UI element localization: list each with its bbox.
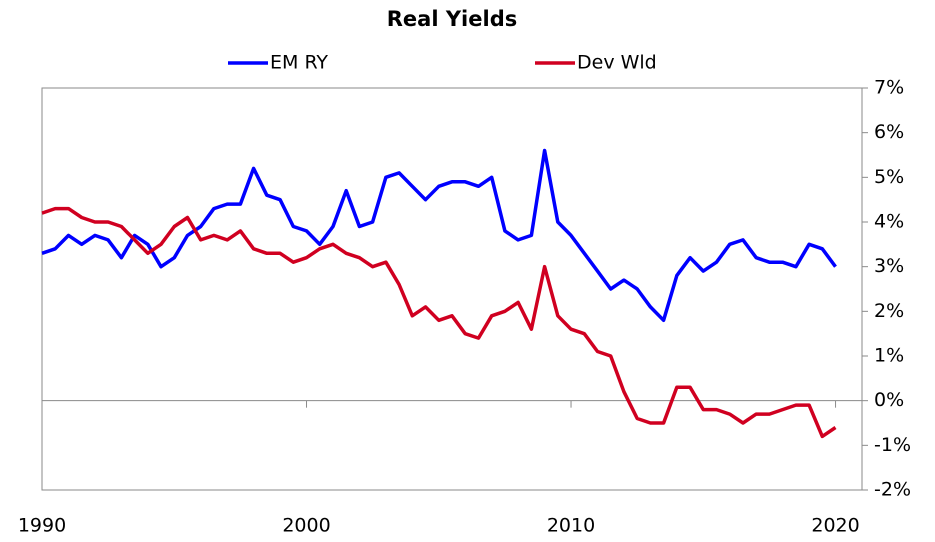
y-tick-label: -2% bbox=[874, 479, 911, 501]
y-tick-label: 6% bbox=[874, 121, 904, 143]
legend-label: EM RY bbox=[270, 52, 328, 74]
x-tick-label: 1990 bbox=[18, 515, 66, 537]
legend-label: Dev Wld bbox=[577, 52, 657, 74]
y-tick-label: 0% bbox=[874, 389, 904, 411]
y-tick-label: 5% bbox=[874, 166, 904, 188]
y-tick-label: 7% bbox=[874, 77, 904, 99]
y-tick-label: 1% bbox=[874, 345, 904, 367]
plot-frame bbox=[41, 87, 863, 491]
y-tick-label: 3% bbox=[874, 255, 904, 277]
x-tick-label: 2020 bbox=[811, 515, 859, 537]
series-line bbox=[41, 148, 837, 323]
y-tick-label: 4% bbox=[874, 211, 904, 233]
y-tick-label: 2% bbox=[874, 300, 904, 322]
x-tick-label: 2000 bbox=[282, 515, 330, 537]
y-tick-label: -1% bbox=[874, 434, 911, 456]
x-tick-label: 2010 bbox=[547, 515, 595, 537]
chart-title: Real Yields bbox=[387, 7, 517, 31]
series-line bbox=[41, 206, 837, 439]
